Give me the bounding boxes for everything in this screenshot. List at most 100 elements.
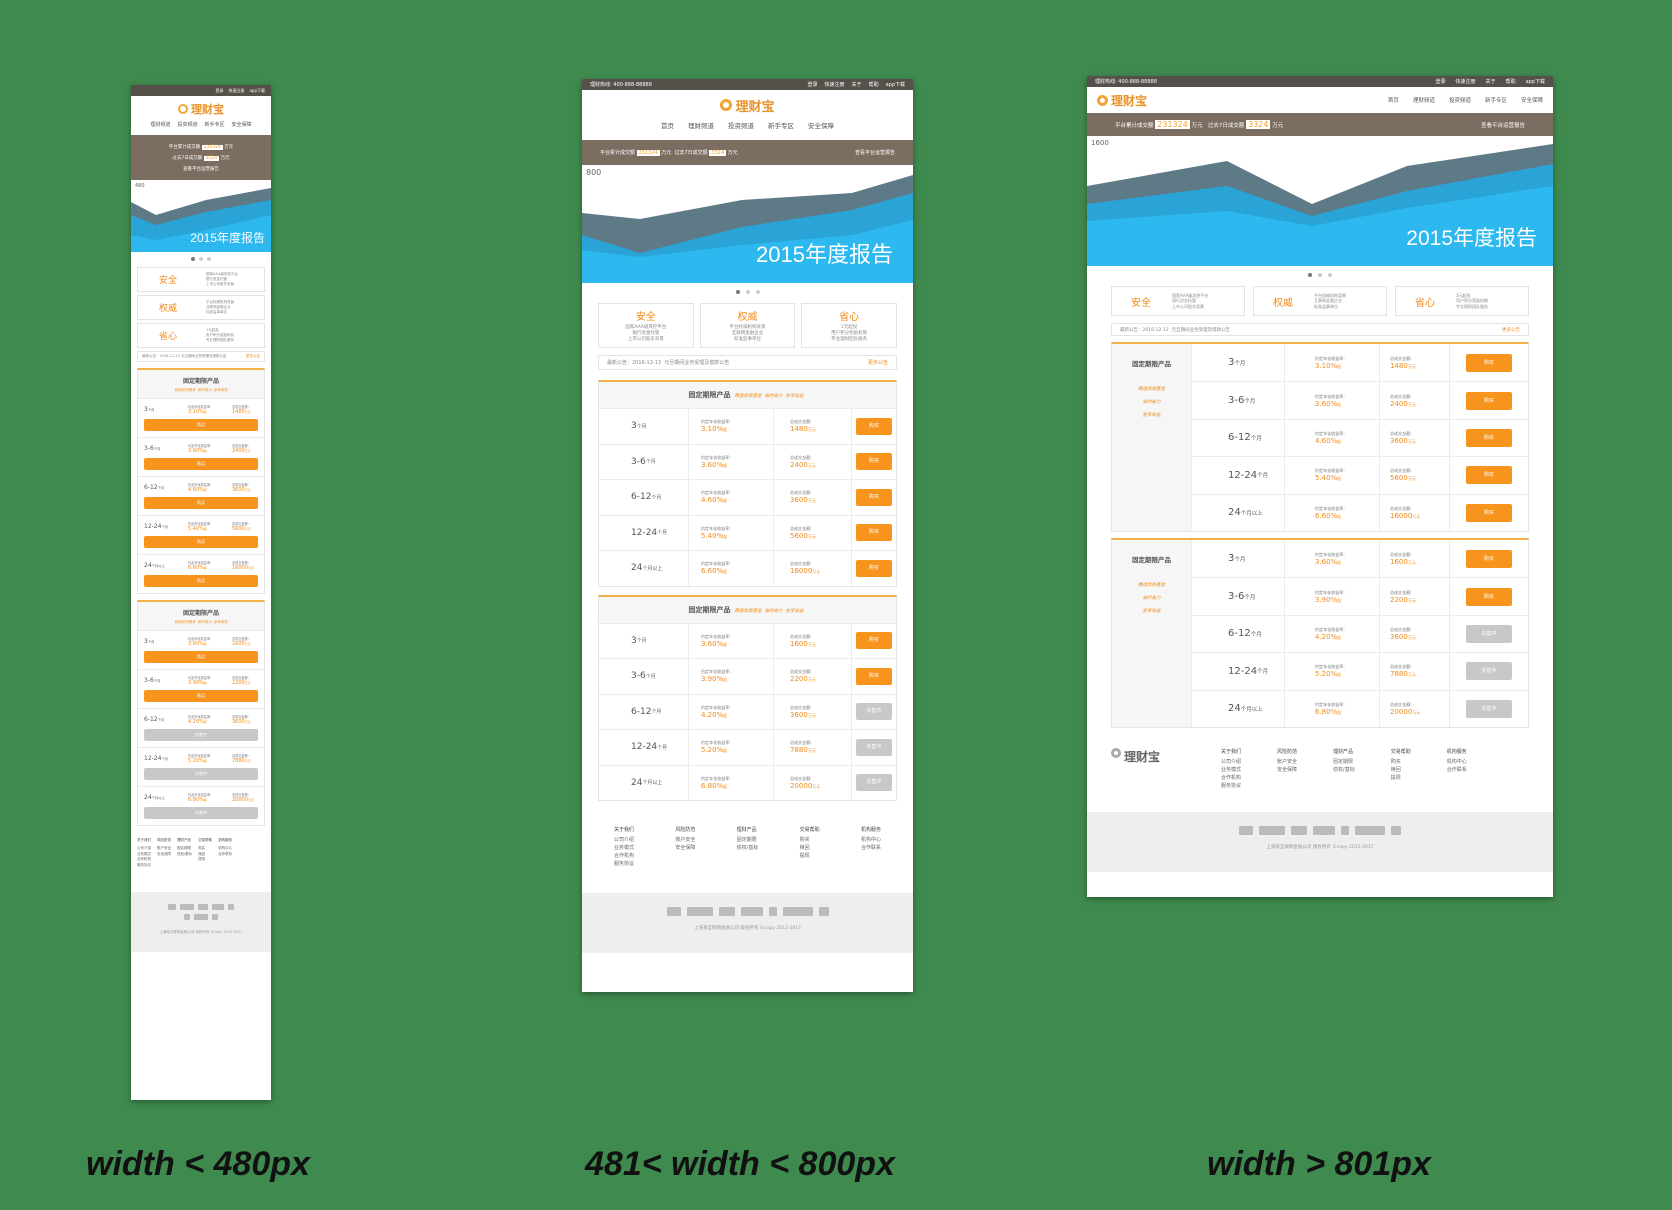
- buy-button[interactable]: 购买: [856, 667, 892, 685]
- login-link[interactable]: 登录: [807, 82, 818, 88]
- footer-link[interactable]: 债权/基标: [177, 851, 193, 856]
- nav-finance[interactable]: 理财频道: [150, 122, 171, 128]
- register-link[interactable]: 快速注册: [1455, 79, 1476, 85]
- footer-link[interactable]: 固定期限: [736, 837, 757, 843]
- about-link[interactable]: 关于: [851, 82, 862, 88]
- buy-button[interactable]: 购买: [1466, 353, 1512, 372]
- presale-button[interactable]: 先售中: [1466, 624, 1512, 643]
- footer-link[interactable]: 公司介绍: [137, 846, 151, 850]
- buy-button[interactable]: 购买: [1466, 587, 1512, 606]
- footer-logo[interactable]: 理财宝: [1111, 747, 1221, 812]
- footer-link[interactable]: 固定期限: [1333, 758, 1354, 765]
- report-link[interactable]: 查看平台运营报告: [183, 167, 219, 172]
- presale-button[interactable]: 先售中: [856, 703, 892, 721]
- buy-button[interactable]: 购买: [144, 575, 258, 587]
- footer-link[interactable]: 安全保障: [1277, 766, 1298, 773]
- footer-link[interactable]: 合作机构: [614, 853, 635, 859]
- nav-invest[interactable]: 投资频道: [1448, 98, 1471, 104]
- report-link[interactable]: 查看平台运营报告: [854, 150, 895, 156]
- buy-button[interactable]: 购买: [1466, 503, 1512, 522]
- footer-link[interactable]: 赎回: [198, 851, 206, 856]
- footer-link[interactable]: 债权/基标: [736, 845, 759, 851]
- footer-link[interactable]: 合作机构: [1221, 774, 1242, 781]
- buy-button[interactable]: 购买: [856, 453, 892, 471]
- buy-button[interactable]: 购买: [144, 651, 258, 663]
- presale-button[interactable]: 先售中: [144, 729, 258, 741]
- login-link[interactable]: 登录: [215, 87, 224, 93]
- feature-title[interactable]: 安全: [158, 276, 177, 286]
- footer-link[interactable]: 业务模式: [614, 845, 635, 851]
- footer-link[interactable]: 服务协议: [137, 862, 151, 867]
- footer-link[interactable]: 公司介绍: [1221, 758, 1242, 765]
- footer-link[interactable]: 提现: [198, 857, 206, 862]
- footer-link[interactable]: 账户安全: [157, 846, 171, 850]
- footer-link[interactable]: 购买: [799, 837, 810, 843]
- buy-button[interactable]: 购买: [144, 497, 258, 509]
- logo[interactable]: 理财宝: [582, 90, 913, 120]
- footer-link[interactable]: 提现: [799, 853, 810, 859]
- footer-link[interactable]: 提现: [1390, 774, 1401, 781]
- carousel-dots[interactable]: [582, 290, 913, 294]
- buy-button[interactable]: 购买: [1466, 466, 1512, 485]
- nav-newbie[interactable]: 新手专区: [1484, 98, 1507, 104]
- buy-button[interactable]: 购买: [856, 488, 892, 506]
- buy-button[interactable]: 购买: [144, 536, 258, 548]
- annual-report-banner[interactable]: 800 2015年度报告: [582, 165, 913, 283]
- nav-newbie[interactable]: 新手专区: [204, 122, 225, 128]
- footer-link[interactable]: 账户安全: [675, 837, 696, 843]
- annual-report-banner[interactable]: 1600 2015年度报告: [1087, 136, 1553, 266]
- buy-button[interactable]: 购买: [1466, 549, 1512, 568]
- logo[interactable]: 理财宝: [131, 96, 271, 121]
- notice-bar[interactable]: 最新公告：2016-12-13 元旦期间业务受理及借款公告 更多公告: [1111, 323, 1529, 336]
- app-download-link[interactable]: app下载: [249, 87, 265, 93]
- report-link[interactable]: 查看平台运营报告: [1480, 122, 1525, 129]
- presale-button[interactable]: 先售中: [856, 738, 892, 756]
- nav-security[interactable]: 安全保障: [808, 122, 834, 130]
- nav-invest[interactable]: 投资频道: [177, 122, 198, 128]
- nav-finance[interactable]: 理财频道: [1412, 98, 1435, 104]
- footer-link[interactable]: 机构中心: [860, 837, 881, 843]
- footer-link[interactable]: 债权/基标: [1333, 766, 1355, 773]
- feature-title[interactable]: 权威: [158, 304, 177, 314]
- footer-link[interactable]: 服务协议: [614, 861, 635, 867]
- presale-button[interactable]: 先售中: [144, 807, 258, 819]
- carousel-dots[interactable]: [131, 257, 271, 261]
- buy-button[interactable]: 购买: [1466, 391, 1512, 410]
- footer-link[interactable]: 购买: [1390, 758, 1401, 765]
- nav-security[interactable]: 安全保障: [1520, 98, 1543, 104]
- notice-bar[interactable]: 最新公告：2016-12-13 元旦期间业务受理及借款公告 更多公告: [598, 355, 897, 370]
- footer-link[interactable]: 业务模式: [1221, 766, 1242, 773]
- logo[interactable]: 理财宝: [1097, 92, 1147, 109]
- footer-link[interactable]: 服务协议: [1221, 782, 1242, 789]
- footer-link[interactable]: 公司介绍: [614, 837, 635, 843]
- carousel-dots[interactable]: [1087, 273, 1553, 277]
- presale-button[interactable]: 先售中: [1466, 699, 1512, 718]
- presale-button[interactable]: 先售中: [856, 774, 892, 792]
- buy-button[interactable]: 购买: [856, 417, 892, 435]
- feature-title[interactable]: 省心: [158, 332, 177, 342]
- notice-bar[interactable]: 最新公告：2016-12-13 元旦期间业务受理及借款公告 更多公告: [137, 351, 265, 362]
- footer-link[interactable]: 赎回: [1390, 766, 1401, 773]
- nav-finance[interactable]: 理财频道: [688, 122, 714, 130]
- footer-link[interactable]: 安全保障: [675, 845, 696, 851]
- buy-button[interactable]: 购买: [856, 632, 892, 650]
- footer-link[interactable]: 赎回: [799, 845, 810, 851]
- help-link[interactable]: 帮助: [868, 82, 879, 88]
- footer-link[interactable]: 合作联系: [218, 851, 233, 856]
- nav-home[interactable]: 首页: [1387, 98, 1399, 104]
- nav-home[interactable]: 首页: [661, 122, 674, 130]
- about-link[interactable]: 关于: [1485, 79, 1496, 85]
- buy-button[interactable]: 购买: [144, 690, 258, 702]
- footer-link[interactable]: 固定期限: [177, 846, 191, 850]
- app-download-link[interactable]: app下载: [1525, 79, 1545, 85]
- register-link[interactable]: 快速注册: [824, 82, 845, 88]
- presale-button[interactable]: 先售中: [144, 768, 258, 780]
- footer-link[interactable]: 合作联系: [1446, 766, 1467, 773]
- buy-button[interactable]: 购买: [856, 524, 892, 542]
- footer-link[interactable]: 合作联系: [860, 845, 881, 851]
- nav-newbie[interactable]: 新手专区: [768, 122, 794, 130]
- buy-button[interactable]: 购买: [144, 419, 258, 431]
- footer-link[interactable]: 账户安全: [1277, 758, 1298, 765]
- footer-link[interactable]: 机构中心: [1446, 758, 1467, 765]
- app-download-link[interactable]: app下载: [885, 82, 905, 88]
